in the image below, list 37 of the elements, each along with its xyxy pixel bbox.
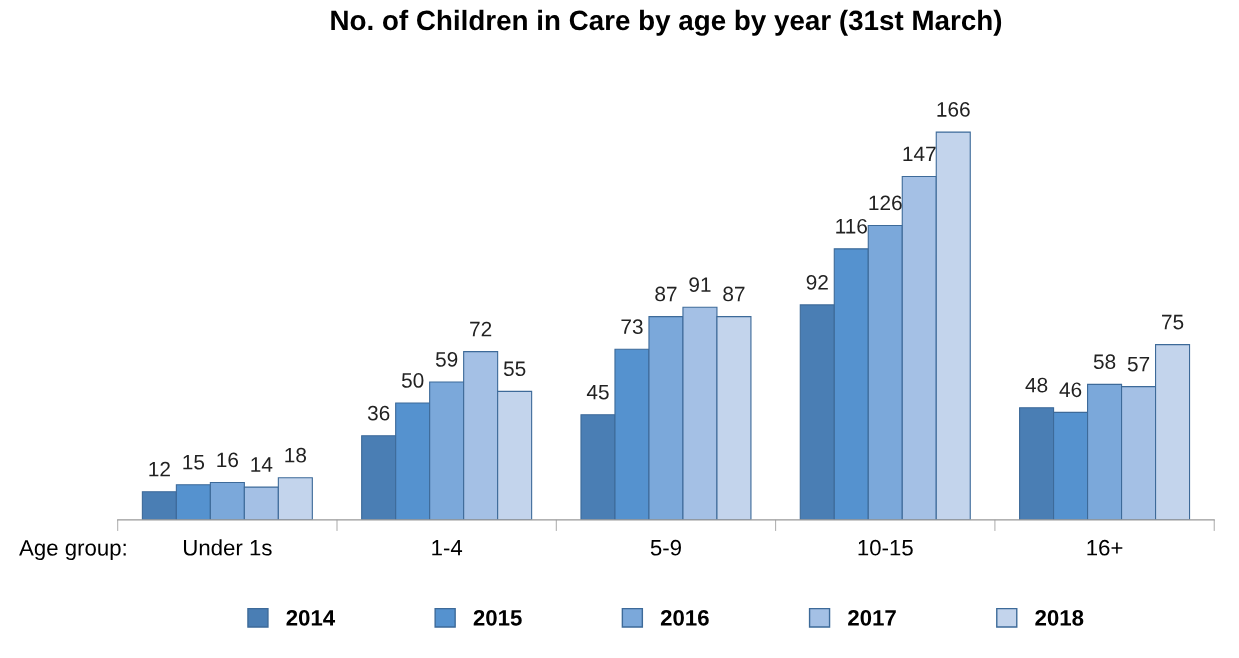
- data-label: 50: [401, 373, 424, 388]
- data-label: 147: [903, 146, 936, 162]
- data-label: 72: [470, 321, 492, 337]
- data-label: 55: [503, 361, 526, 377]
- data-label: 59: [435, 352, 458, 367]
- data-label: 16: [217, 452, 239, 468]
- x-tick-label: 1-4: [432, 540, 463, 556]
- data-label: 126: [869, 195, 902, 211]
- data-label: 91: [689, 277, 711, 293]
- data-label: 116: [836, 218, 867, 234]
- data-label: 18: [285, 447, 307, 463]
- legend-label: 2014: [286, 609, 336, 626]
- data-label: 57: [1127, 356, 1150, 372]
- data-label: 87: [723, 286, 745, 302]
- data-label: 166: [937, 102, 970, 117]
- data-label: 73: [621, 319, 643, 335]
- x-tick-label: 10-15: [858, 539, 913, 556]
- x-axis-title: Age group:: [19, 540, 126, 561]
- legend-label: 2018: [1035, 609, 1084, 626]
- data-label: 14: [251, 457, 273, 472]
- legend-label: 2015: [473, 609, 522, 626]
- data-label: 48: [1025, 377, 1048, 393]
- legend-label: 2016: [660, 609, 709, 626]
- chart-title: No. of Children in Care by age by year (31st March): [331, 9, 1002, 36]
- data-label: 92: [806, 274, 828, 290]
- x-tick-label: 16+: [1087, 539, 1123, 556]
- data-label: 12: [149, 461, 170, 477]
- data-label: 36: [367, 405, 390, 421]
- data-label: 15: [183, 455, 205, 470]
- x-tick-label: Under 1s: [183, 539, 272, 556]
- legend-label: 2017: [848, 609, 896, 626]
- data-label: 87: [655, 286, 677, 302]
- x-tick-label: 5-9: [650, 539, 681, 556]
- data-label: 46: [1059, 382, 1082, 398]
- data-label: 75: [1162, 314, 1184, 330]
- data-label: 45: [586, 384, 609, 400]
- data-label: 58: [1093, 354, 1116, 370]
